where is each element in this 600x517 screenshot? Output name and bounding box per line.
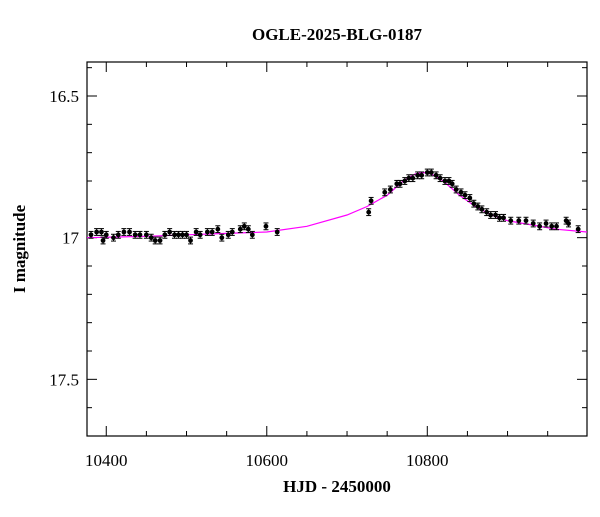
data-point <box>397 181 403 187</box>
data-point <box>188 238 193 243</box>
data-point <box>274 229 280 235</box>
data-point <box>471 201 477 207</box>
data-point <box>415 172 421 178</box>
data-point <box>215 226 221 232</box>
data-point <box>453 187 459 192</box>
data-point <box>410 175 416 181</box>
data-point <box>88 232 94 238</box>
data-point <box>437 175 443 181</box>
data-point <box>537 223 543 229</box>
data-point <box>197 232 203 238</box>
model-curve <box>86 171 588 239</box>
data-point <box>475 204 481 209</box>
data-point <box>566 221 571 226</box>
data-point <box>115 232 121 238</box>
data-point <box>176 232 181 238</box>
data-point <box>167 229 173 235</box>
data-point <box>508 218 514 224</box>
data-point <box>368 198 374 204</box>
data-point <box>100 238 106 243</box>
data-point <box>501 215 506 221</box>
data-point <box>132 232 138 238</box>
data-point <box>493 212 498 218</box>
y-tick-label: 17.5 <box>49 370 79 389</box>
data-point <box>523 218 529 224</box>
data-point <box>157 238 163 243</box>
data-point <box>467 195 473 201</box>
data-point <box>406 175 412 181</box>
data-point <box>428 170 434 175</box>
x-tick-label: 10400 <box>85 451 128 470</box>
y-tick-label: 16.5 <box>49 87 79 106</box>
data-point <box>458 189 464 195</box>
data-point <box>152 238 158 243</box>
data-point <box>137 232 143 238</box>
data-point <box>402 178 408 184</box>
data-point <box>387 187 393 192</box>
data-point <box>382 189 388 195</box>
data-point <box>121 229 127 235</box>
data-point <box>442 178 448 184</box>
data-point <box>433 172 439 178</box>
data-point <box>143 232 149 238</box>
data-point <box>549 223 555 229</box>
y-axis-label: I magnitude <box>10 204 29 293</box>
y-tick-label: 17 <box>62 229 80 248</box>
data-point <box>449 181 455 187</box>
data-point <box>479 206 485 212</box>
data-point <box>419 172 425 178</box>
data-point <box>99 229 104 235</box>
chart-title: OGLE-2025-BLG-0187 <box>252 25 423 44</box>
data-point <box>172 232 177 238</box>
data-point <box>184 232 189 238</box>
x-tick-label: 10800 <box>406 451 449 470</box>
data-point <box>127 229 132 235</box>
data-point <box>180 232 185 238</box>
data-point <box>103 232 109 238</box>
data-point <box>148 235 154 241</box>
data-point <box>204 229 210 235</box>
data-point <box>245 226 251 232</box>
data-point <box>446 178 452 184</box>
data-point <box>219 235 225 241</box>
data-point <box>484 209 490 215</box>
data-point <box>530 221 536 226</box>
data-point <box>488 212 494 218</box>
data-point <box>229 229 235 235</box>
data-point <box>497 215 502 221</box>
data-point <box>516 218 522 224</box>
data-point <box>543 221 549 226</box>
data-point <box>111 235 116 241</box>
data-point <box>575 226 581 232</box>
data-point <box>462 192 468 198</box>
data-point <box>424 170 430 175</box>
x-axis-label: HJD - 2450000 <box>283 477 391 496</box>
data-point <box>263 223 269 229</box>
plot-frame <box>86 61 588 437</box>
data-point <box>366 209 372 215</box>
data-point <box>209 229 215 235</box>
data-point <box>249 232 255 238</box>
data-point <box>193 229 199 235</box>
x-tick-label: 10600 <box>246 451 289 470</box>
data-point <box>225 232 231 238</box>
data-point <box>237 226 243 232</box>
data-point <box>162 232 168 238</box>
data-point <box>241 223 247 229</box>
data-point <box>554 223 559 229</box>
data-point <box>94 229 100 235</box>
